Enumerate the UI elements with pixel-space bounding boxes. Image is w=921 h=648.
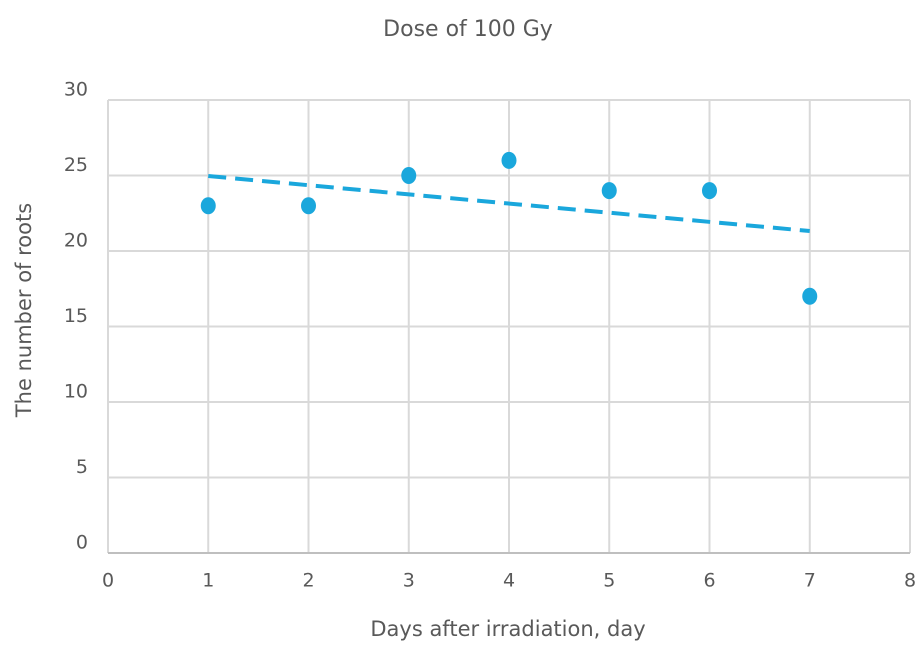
point <box>601 182 617 200</box>
y-tick-label: 20 <box>64 230 88 252</box>
x-tick-label: 5 <box>603 570 615 592</box>
y-tick-label: 0 <box>76 532 88 554</box>
x-tick-label: 0 <box>102 570 114 592</box>
x-tick-label: 2 <box>302 570 314 592</box>
point <box>702 182 717 200</box>
x-tick-label: 3 <box>403 570 415 592</box>
x-tick-label: 4 <box>503 570 515 592</box>
x-axis-label: Days after irradiation, day <box>370 617 645 641</box>
point <box>802 287 818 305</box>
x-tick-label: 1 <box>202 570 214 592</box>
y-axis-label: The number of roots <box>12 203 36 418</box>
point <box>401 167 417 184</box>
y-tick-label: 30 <box>64 79 88 101</box>
x-tick-label: 7 <box>804 570 816 592</box>
point <box>200 197 216 215</box>
x-tick-label: 8 <box>904 570 916 592</box>
trendline <box>208 174 810 234</box>
y-tick-label: 15 <box>64 305 88 327</box>
point <box>301 197 316 215</box>
y-tick-label: 10 <box>64 381 88 403</box>
chart-title: Dose of 100 Gy <box>383 17 553 42</box>
y-tick-label: 25 <box>64 154 88 176</box>
point <box>501 151 517 169</box>
y-tick-label: 5 <box>76 456 88 478</box>
x-tick-label: 6 <box>703 570 715 592</box>
